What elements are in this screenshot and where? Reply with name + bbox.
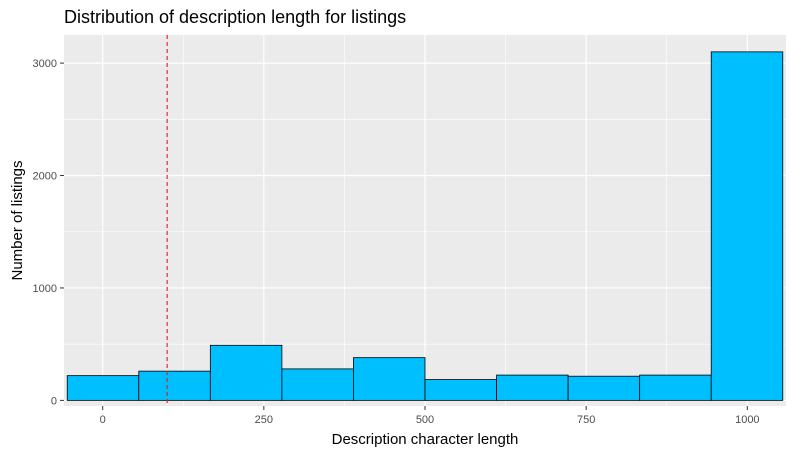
y-tick-label: 0 [51,395,57,407]
histogram-bar [138,370,211,401]
y-tick-label: 2000 [33,171,57,183]
y-axis-title: Number of listings [9,160,26,280]
histogram-bar [66,375,140,401]
x-axis-title: Description character length [332,431,519,448]
chart-title: Distribution of description length for l… [64,7,407,27]
y-tick-label: 1000 [33,283,57,295]
x-tick-label: 500 [416,414,434,426]
x-tick-label: 0 [100,414,106,426]
x-axis-ticks: 0 250 500 750 1000 [100,406,760,426]
histogram-bar [567,375,641,401]
x-tick-label: 750 [577,414,595,426]
histogram-bar [710,51,784,401]
histogram-bar [424,379,497,401]
x-tick-label: 1000 [735,414,759,426]
x-tick-label: 250 [255,414,273,426]
histogram-bars [66,51,784,401]
y-tick-label: 3000 [33,58,57,70]
histogram-bar [496,374,569,401]
histogram-bar [281,368,354,401]
histogram-bar [639,374,712,401]
histogram-bar [209,344,283,401]
y-axis-ticks: 0 1000 2000 3000 [33,58,64,407]
histogram-bar [353,357,426,401]
